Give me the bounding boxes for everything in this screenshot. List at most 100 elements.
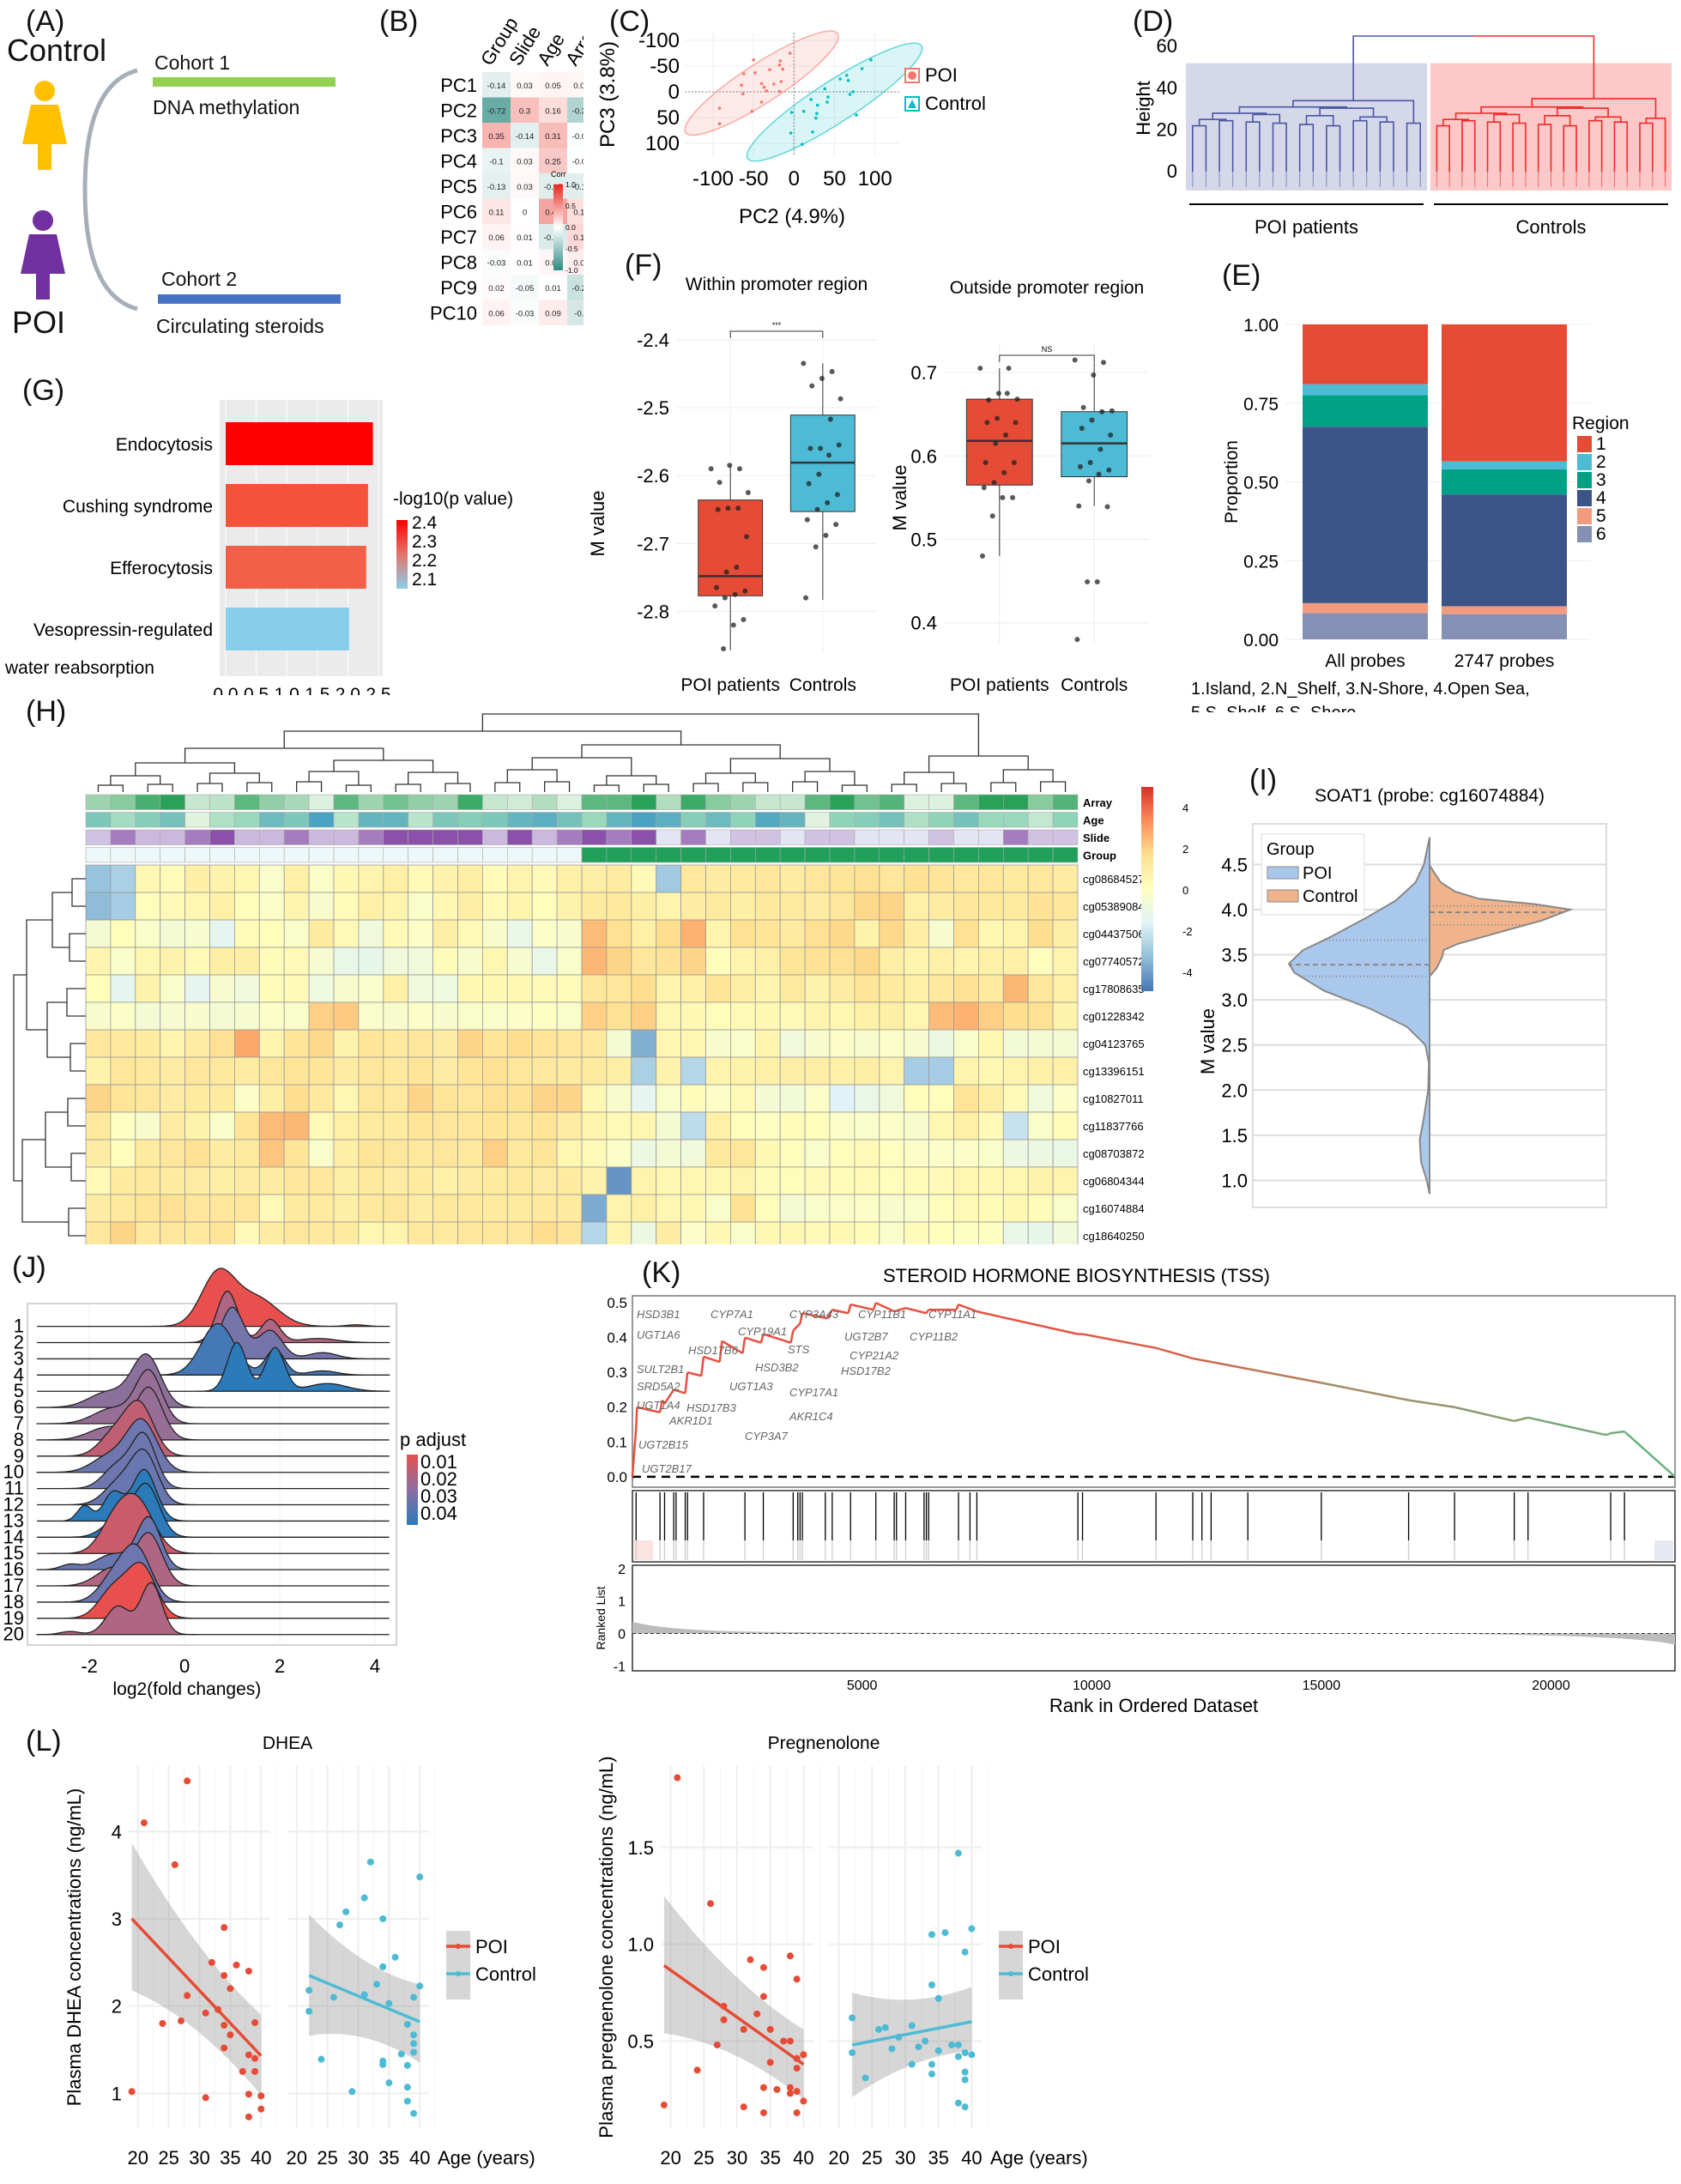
ranked-y-tick: 0 bbox=[618, 1627, 626, 1642]
running-es-segment bbox=[686, 1370, 702, 1377]
violin-half-control bbox=[1429, 862, 1574, 979]
heatmap-cell bbox=[160, 1084, 185, 1113]
data-point-control bbox=[948, 2041, 956, 2048]
heatmap-cell bbox=[283, 1084, 310, 1113]
dendrogram-branch bbox=[1613, 121, 1629, 172]
heatmap-cell bbox=[1052, 892, 1079, 921]
heatmap-cell bbox=[804, 1139, 831, 1168]
heatmap-cell bbox=[928, 892, 954, 921]
heatmap-cell bbox=[333, 864, 360, 893]
control-label: Control bbox=[7, 33, 107, 68]
x-axis-label: Rank in Ordered Dataset bbox=[1049, 1695, 1258, 1716]
annotation-cell-array bbox=[829, 794, 856, 810]
jitter-point bbox=[814, 506, 820, 512]
gene-label: HSD3B1 bbox=[637, 1308, 680, 1321]
y-axis-label-2: M value bbox=[889, 464, 910, 530]
jitter-point bbox=[722, 595, 728, 601]
running-es-segment bbox=[635, 1407, 638, 1429]
x-tick-label: 30 bbox=[727, 2147, 747, 2169]
data-point-control bbox=[789, 111, 794, 114]
legend-colorbar bbox=[407, 1455, 418, 1525]
gene-label: HSD3B2 bbox=[755, 1361, 799, 1374]
annotation-cell-slide bbox=[904, 829, 929, 845]
jitter-point bbox=[827, 416, 833, 422]
legend-tick: 0.5 bbox=[565, 202, 576, 210]
y-tick-label: 0.25 bbox=[1243, 552, 1279, 572]
x-axis-label-L2: Age (years) bbox=[990, 2147, 1088, 2169]
data-point-poi bbox=[202, 2009, 209, 2017]
y-tick-label: 3.5 bbox=[1221, 945, 1248, 966]
heatmap-cell bbox=[581, 1029, 608, 1058]
annotation-cell-age bbox=[1003, 812, 1029, 828]
y-tick-label: -2.6 bbox=[637, 465, 669, 487]
x-tick-label: 0.0 bbox=[213, 685, 238, 695]
row-dendrogram-branch bbox=[26, 919, 52, 1031]
heatmap-cell bbox=[482, 919, 508, 948]
annotation-cell-group bbox=[531, 847, 558, 863]
heatmap-cell bbox=[556, 919, 583, 948]
data-point-poi bbox=[771, 82, 776, 86]
heatmap-cell bbox=[1052, 1084, 1079, 1113]
annotation-cell-age bbox=[606, 812, 632, 828]
heatmap-cell bbox=[432, 1001, 458, 1031]
y-tick-label: 0.5 bbox=[627, 2030, 654, 2052]
heatmap-cell bbox=[854, 1084, 880, 1113]
dendrogram-branch bbox=[1252, 113, 1281, 124]
dendrogram-branch bbox=[1198, 118, 1227, 126]
ridge-label: 2 bbox=[14, 1332, 24, 1353]
heatmap-cell bbox=[730, 1194, 756, 1223]
ridge-label: 3 bbox=[14, 1347, 24, 1369]
annotation-cell-group bbox=[730, 847, 756, 863]
data-point-control bbox=[908, 2060, 916, 2068]
data-point-control bbox=[336, 1921, 343, 1929]
heatmap-cell bbox=[978, 1194, 1004, 1223]
heatmap-cell bbox=[680, 1001, 706, 1031]
data-point-poi bbox=[660, 2101, 668, 2108]
ridge-1 bbox=[37, 1267, 390, 1328]
running-es-segment bbox=[893, 1306, 906, 1313]
heatmap-cell bbox=[383, 1139, 409, 1168]
jitter-point bbox=[744, 534, 750, 540]
heatmap-cell bbox=[1002, 1084, 1029, 1113]
heatmap-cell bbox=[383, 1029, 409, 1058]
heatmap-cell bbox=[135, 1194, 161, 1223]
heatmap-cell bbox=[1002, 892, 1029, 921]
y-tick-label: -2.8 bbox=[637, 602, 669, 623]
heatmap-cell bbox=[779, 1001, 806, 1031]
heatmap-cell bbox=[904, 1139, 929, 1168]
annotation-cell-group bbox=[804, 847, 831, 863]
bar-segment-region-2 bbox=[1303, 384, 1428, 396]
panel-c: (C) -100 -50 0 50 100 -100 -50 0 50 100 PC2 (4.9%)… bbox=[584, 0, 1133, 257]
jitter-point bbox=[725, 505, 731, 511]
running-es-segment bbox=[1192, 1357, 1202, 1362]
heatmap-cell bbox=[879, 974, 905, 1003]
heatmap-cell bbox=[804, 1194, 831, 1223]
heatmap-cell bbox=[308, 1084, 335, 1113]
row-label-pc5: PC5 bbox=[440, 176, 477, 197]
running-es-segment bbox=[1514, 1416, 1529, 1423]
heatmap-cell bbox=[358, 1029, 384, 1058]
data-point-control bbox=[410, 2048, 418, 2056]
heatmap-cell bbox=[482, 1139, 508, 1168]
heatmap-cell bbox=[539, 148, 567, 173]
jitter-point bbox=[723, 569, 729, 575]
heatmap-cell bbox=[209, 1166, 235, 1195]
data-point-control bbox=[305, 2007, 313, 2015]
heatmap-cell bbox=[333, 1029, 360, 1058]
annotation-cell-slide bbox=[1027, 829, 1054, 845]
heatmap-cell bbox=[754, 947, 781, 976]
heatmap-cell bbox=[209, 947, 235, 976]
dendrogram-branch bbox=[1245, 121, 1261, 172]
x-tick-label: 35 bbox=[928, 2147, 948, 2169]
running-es-segment bbox=[999, 1316, 1079, 1335]
data-point-control bbox=[968, 1925, 976, 1933]
annotation-cell-group bbox=[705, 847, 731, 863]
jitter-point bbox=[1080, 404, 1086, 410]
data-point-control bbox=[961, 2103, 969, 2111]
data-point-control bbox=[895, 2033, 903, 2041]
data-point-control bbox=[928, 1981, 935, 1989]
heatmap-cell bbox=[581, 947, 608, 976]
heatmap-cell bbox=[383, 864, 409, 893]
heatmap-cell bbox=[1052, 947, 1079, 976]
heatmap-cell bbox=[506, 864, 533, 893]
